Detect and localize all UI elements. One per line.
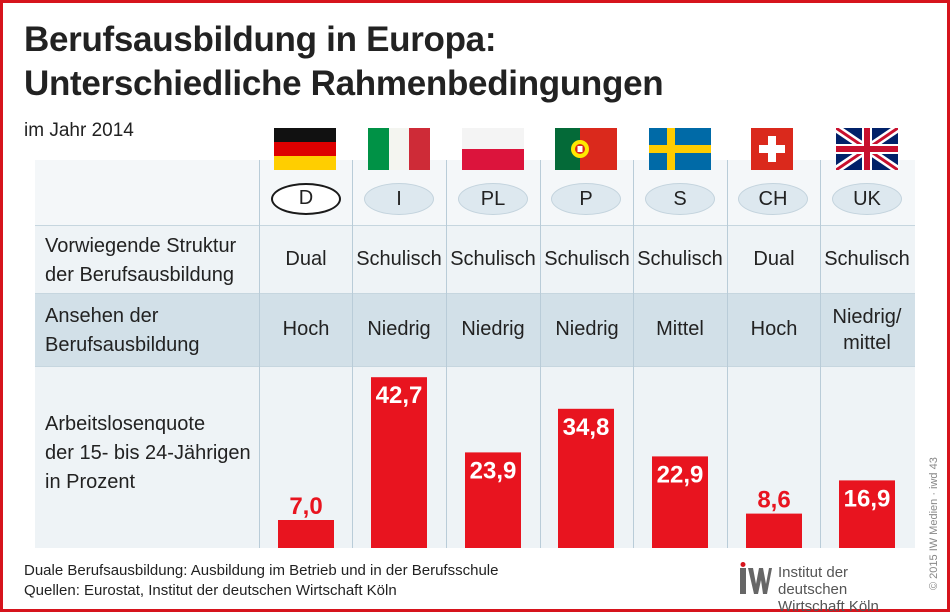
bar-value-label-uk: 16,9 [844,485,891,512]
bar-uk [839,480,895,548]
reputation-cell-pl: Niedrig [461,318,525,340]
bar-value-label-d: 7,0 [289,493,322,520]
structure-row [35,225,915,293]
column-divider [727,160,728,548]
source-note: Quellen: Eurostat, Institut der deutsche… [24,582,397,599]
iw-logo-mark-icon [740,562,772,594]
bar-pl [465,452,521,548]
column-divider [446,160,447,548]
copyright-credit: © 2015 IW Medien · iwd 43 [928,420,942,590]
column-divider [633,160,634,548]
reputation-cell-uk-line-1: Niedrig/ [832,306,902,328]
row-label-unemployment-line-1: Arbeitslosenquote [45,413,206,435]
column-divider [259,160,260,548]
sweden-flag-icon [649,128,711,170]
reputation-cell-i: Niedrig [367,318,431,340]
row-divider [35,366,915,367]
structure-cell-uk: Schulisch [824,248,910,270]
structure-cell-s: Schulisch [637,248,723,270]
reputation-cell-d: Hoch [282,318,330,340]
chart-title-line-2: Unterschiedliche Rahmenbedingungen [24,64,664,103]
column-divider [352,160,353,548]
switzerland-flag-icon [751,128,793,170]
bar-value-label-p: 34,8 [563,414,610,441]
logo-line-2: Wirtschaft Köln [778,598,879,612]
structure-cell-d: Dual [285,248,327,270]
bar-d [278,520,334,548]
column-divider [540,160,541,548]
country-code-i: I [364,183,434,215]
country-code-uk: UK [832,183,902,215]
chart-subtitle: im Jahr 2014 [24,120,134,141]
structure-cell-ch: Dual [753,248,795,270]
row-label-unemployment: Arbeitslosenquote der 15- bis 24-Jährige… [45,410,251,497]
poland-flag-icon [462,128,524,170]
row-divider [35,293,915,294]
reputation-cell-uk-line-2: mittel [843,332,891,354]
column-divider [820,160,821,548]
reputation-cell-p: Niedrig [555,318,619,340]
bar-value-label-ch: 8,6 [757,487,790,514]
row-label-reputation-line-1: Ansehen der [45,305,159,327]
chart-title: Berufsausbildung in Europa: Unterschiedl… [24,18,664,106]
portugal-flag-icon [555,128,617,170]
bar-p [558,408,614,548]
reputation-row [35,293,915,366]
row-label-unemployment-line-3: in Prozent [45,471,136,493]
iw-logo-text: Institut der deutschen Wirtschaft Köln [778,564,918,612]
row-label-structure-line-1: Vorwiegende Struktur [45,235,237,257]
bar-value-label-s: 22,9 [657,461,704,488]
bar-i [371,377,427,548]
germany-flag-icon [274,128,336,170]
country-code-ch: CH [738,183,808,215]
copyright-text: © 2015 IW Medien · iwd 43 [928,457,940,590]
row-label-structure-line-2: der Berufsausbildung [45,264,235,286]
chart-title-line-1: Berufsausbildung in Europa: [24,20,497,59]
bar-s [652,456,708,548]
reputation-cell-uk: Niedrig/ mittel [821,304,913,356]
row-label-reputation-line-2: Berufsausbildung [45,334,200,356]
uk-flag-icon [836,128,898,170]
country-code-p: P [551,183,621,215]
logo-line-1: Institut der deutschen [778,564,849,598]
country-code-s: S [645,183,715,215]
row-label-structure: Vorwiegende Struktur der Berufsausbildun… [45,232,236,290]
reputation-cell-ch: Hoch [750,318,798,340]
italy-flag-icon [368,128,430,170]
row-label-unemployment-line-2: der 15- bis 24-Jährigen [45,442,251,464]
bar-ch [746,513,802,548]
bar-value-label-pl: 23,9 [470,457,517,484]
structure-cell-p: Schulisch [544,248,630,270]
iw-logo: Institut der deutschen Wirtschaft Köln [738,560,918,612]
row-label-reputation: Ansehen der Berufsausbildung [45,302,200,360]
reputation-cell-s: Mittel [656,318,704,340]
row-divider [35,225,915,226]
footnote: Duale Berufsausbildung: Ausbildung im Be… [24,562,499,579]
structure-cell-i: Schulisch [356,248,442,270]
bar-value-label-i: 42,7 [376,382,423,409]
country-code-pl: PL [458,183,528,215]
structure-cell-pl: Schulisch [450,248,536,270]
country-code-d: D [271,183,341,215]
